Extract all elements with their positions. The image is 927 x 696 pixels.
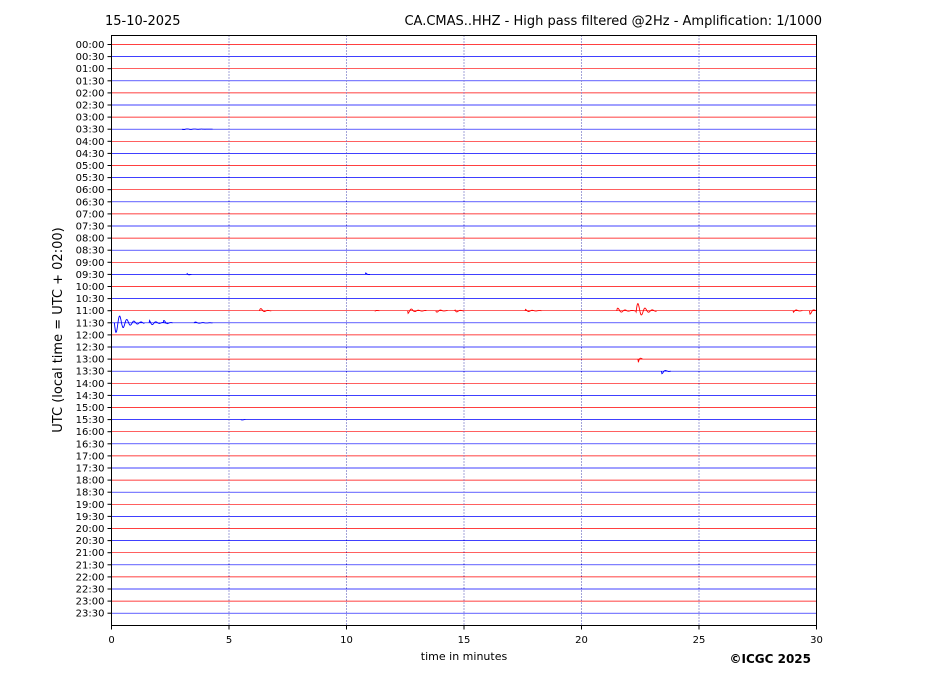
y-tick-label: 18:30 — [76, 488, 105, 499]
event-signal — [660, 369, 671, 375]
y-tick-label: 21:30 — [76, 560, 105, 571]
event-signal — [435, 309, 448, 313]
y-tick-label: 19:00 — [76, 500, 105, 511]
y-tick-label: 05:30 — [76, 173, 105, 184]
y-tick-label: 06:30 — [76, 197, 105, 208]
y-tick-label: 21:00 — [76, 548, 105, 559]
x-tick-label: 10 — [340, 635, 353, 646]
y-tick-label: 22:30 — [76, 585, 105, 596]
y-tick-label: 05:00 — [76, 161, 105, 172]
y-tick-label: 22:00 — [76, 572, 105, 583]
y-tick-label: 04:30 — [76, 149, 105, 160]
y-tick-label: 12:00 — [76, 330, 105, 341]
event-signal — [809, 309, 817, 315]
x-tick-label: 25 — [693, 635, 706, 646]
y-tick-label: 03:30 — [76, 125, 105, 136]
y-tick-label: 07:00 — [76, 209, 105, 220]
y-tick-label: 11:30 — [76, 318, 105, 329]
y-axis-label: UTC (local time = UTC + 02:00) — [51, 227, 66, 432]
y-tick-label: 02:00 — [76, 88, 105, 99]
y-tick-label: 13:00 — [76, 355, 105, 366]
y-tick-label: 02:30 — [76, 101, 105, 112]
y-tick-label: 04:00 — [76, 137, 105, 148]
y-tick-label: 20:30 — [76, 536, 105, 547]
y-tick-label: 00:00 — [76, 40, 105, 51]
y-tick-label: 10:00 — [76, 282, 105, 293]
y-tick-label: 01:00 — [76, 64, 105, 75]
y-tick-label: 20:00 — [76, 524, 105, 535]
x-tick-label: 0 — [108, 635, 114, 646]
event-signal — [148, 319, 168, 326]
event-signal — [407, 308, 427, 315]
y-tick-label: 09:00 — [76, 258, 105, 269]
y-tick-label: 08:30 — [76, 246, 105, 257]
y-tick-label: 01:30 — [76, 76, 105, 87]
y-tick-label: 23:30 — [76, 609, 105, 620]
y-tick-label: 07:30 — [76, 222, 105, 233]
event-signal — [524, 308, 542, 312]
x-axis-label: time in minutes — [421, 650, 508, 663]
y-tick-label: 17:00 — [76, 451, 105, 462]
event-signal — [193, 321, 213, 324]
event-signal — [616, 307, 636, 313]
event-signal — [374, 310, 380, 312]
x-tick-label: 30 — [810, 635, 823, 646]
y-tick-label: 15:30 — [76, 415, 105, 426]
y-tick-label: 14:30 — [76, 391, 105, 402]
y-tick-label: 03:00 — [76, 113, 105, 124]
y-tick-label: 13:30 — [76, 367, 105, 378]
event-signal — [186, 272, 192, 276]
copyright-label: ©ICGC 2025 — [729, 652, 811, 666]
event-signal — [162, 319, 173, 325]
event-signal — [113, 315, 145, 334]
chart-title: CA.CMAS..HHZ - High pass filtered @2Hz -… — [404, 14, 822, 29]
event-signal — [635, 303, 657, 316]
y-tick-label: 08:00 — [76, 234, 105, 245]
x-tick-label: 20 — [575, 635, 588, 646]
chart-date: 15-10-2025 — [105, 14, 181, 29]
y-tick-label: 12:30 — [76, 343, 105, 354]
event-signal — [364, 272, 370, 276]
x-tick-label: 5 — [226, 635, 232, 646]
y-tick-label: 16:30 — [76, 439, 105, 450]
y-tick-label: 15:00 — [76, 403, 105, 414]
event-signal — [792, 309, 803, 314]
event-signal — [454, 309, 464, 313]
x-tick-label: 15 — [458, 635, 471, 646]
event-signal — [259, 308, 272, 312]
y-tick-label: 09:30 — [76, 270, 105, 281]
x-axis: 0 5 10 15 20 25 30 — [108, 625, 823, 646]
y-tick-label: 11:00 — [76, 306, 105, 317]
y-tick-label: 14:00 — [76, 379, 105, 390]
y-tick-label: 17:30 — [76, 464, 105, 475]
y-tick-label: 16:00 — [76, 427, 105, 438]
y-tick-label: 23:00 — [76, 597, 105, 608]
y-tick-label: 10:30 — [76, 294, 105, 305]
event-signal — [637, 357, 643, 363]
y-tick-label: 18:00 — [76, 476, 105, 487]
y-tick-label: 00:30 — [76, 52, 105, 63]
event-signals — [113, 128, 817, 421]
y-tick-label: 19:30 — [76, 512, 105, 523]
vertical-grid — [228, 35, 700, 626]
y-tick-label: 06:00 — [76, 185, 105, 196]
event-signal — [181, 128, 213, 131]
